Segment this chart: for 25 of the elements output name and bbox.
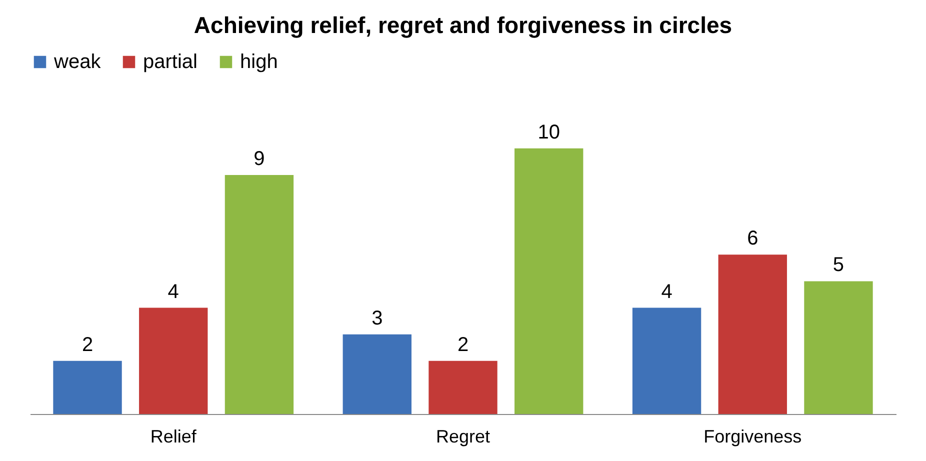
- data-label: 2: [82, 334, 94, 356]
- x-tick-label: Relief: [150, 426, 198, 446]
- data-label: 5: [832, 254, 844, 276]
- data-label: 9: [254, 148, 265, 170]
- bar: [718, 254, 787, 414]
- bar: [804, 281, 873, 414]
- bar: [139, 308, 208, 414]
- data-label: 4: [168, 280, 179, 303]
- data-label: 3: [372, 307, 383, 330]
- chart-title: Achieving relief, regret and forgiveness in circles: [194, 12, 732, 38]
- legend-label: high: [240, 51, 278, 73]
- data-label: 6: [747, 228, 758, 250]
- data-label: 10: [538, 121, 560, 144]
- legend-label: weak: [53, 51, 102, 73]
- data-label: 2: [457, 334, 469, 356]
- bar: [342, 334, 412, 414]
- bar: [224, 174, 294, 414]
- x-tick-label: Forgiveness: [704, 426, 802, 446]
- bar: [632, 308, 702, 414]
- bar: [53, 360, 122, 414]
- bar: [514, 148, 584, 414]
- x-tick-label: Regret: [436, 426, 490, 446]
- data-label: 4: [661, 280, 672, 303]
- legend-label: partial: [143, 51, 198, 73]
- bar: [428, 360, 498, 414]
